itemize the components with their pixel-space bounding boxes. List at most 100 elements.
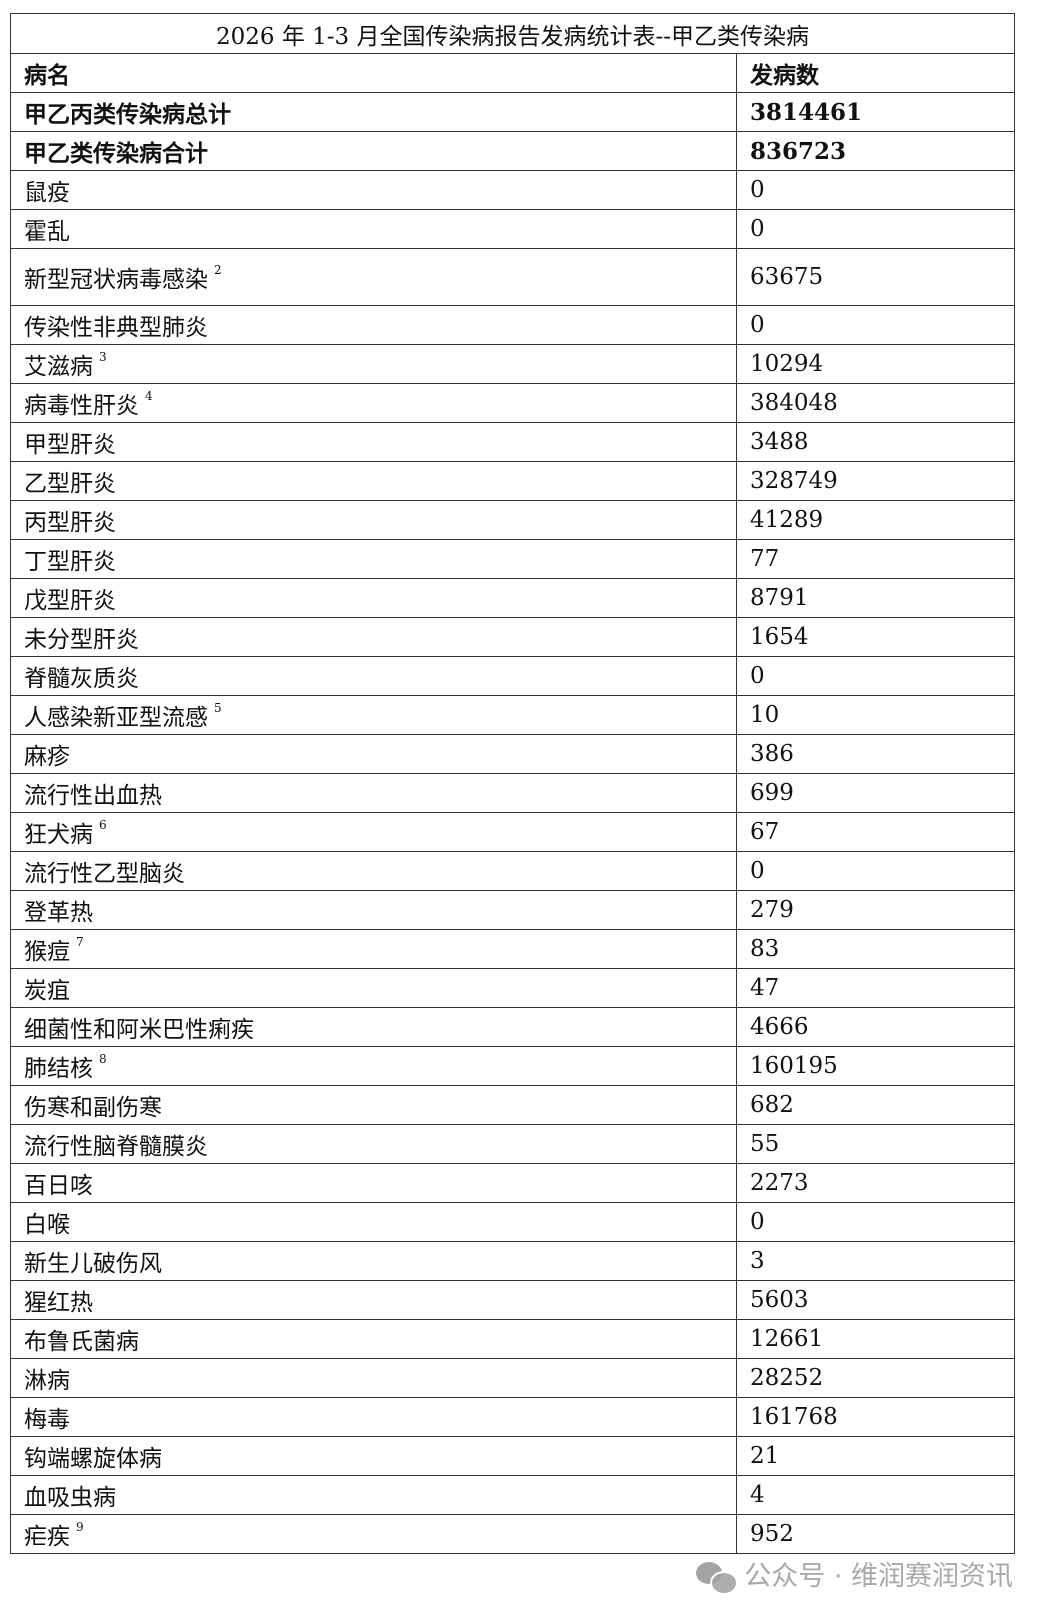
- disease-name: 伤寒和副伤寒: [24, 1095, 162, 1121]
- case-count: 952: [736, 1514, 1015, 1554]
- table-row: 艾滋病 3 10294: [10, 344, 1015, 384]
- table-row: 传染性非典型肺炎 0: [10, 305, 1015, 345]
- disease-name: 乙型肝炎: [24, 471, 116, 497]
- table-row: 流行性乙型脑炎 0: [10, 851, 1015, 891]
- disease-name: 猴痘: [24, 939, 70, 965]
- disease-name-cell: 梅毒: [10, 1397, 737, 1437]
- case-count: 328749: [736, 461, 1015, 501]
- table-row: 伤寒和副伤寒 682: [10, 1085, 1015, 1125]
- case-count: 682: [736, 1085, 1015, 1125]
- disease-name: 登革热: [24, 900, 93, 926]
- disease-name-cell: 猴痘 7: [10, 929, 737, 969]
- disease-name-cell: 传染性非典型肺炎: [10, 305, 737, 345]
- disease-name-cell: 新生儿破伤风: [10, 1241, 737, 1281]
- total-label: 甲乙丙类传染病总计: [10, 92, 737, 132]
- disease-name-cell: 流行性乙型脑炎: [10, 851, 737, 891]
- disease-name-cell: 乙型肝炎: [10, 461, 737, 501]
- case-count: 0: [736, 305, 1015, 345]
- table-row: 新型冠状病毒感染 2 63675: [10, 248, 1015, 306]
- disease-name-cell: 未分型肝炎: [10, 617, 737, 657]
- disease-name: 鼠疫: [24, 180, 70, 206]
- case-count: 0: [736, 209, 1015, 249]
- case-count: 1654: [736, 617, 1015, 657]
- header-case-count: 发病数: [736, 53, 1015, 93]
- subtotal-label: 甲乙类传染病合计: [10, 131, 737, 171]
- disease-name: 流行性出血热: [24, 783, 162, 809]
- disease-name: 传染性非典型肺炎: [24, 315, 208, 341]
- case-count: 699: [736, 773, 1015, 813]
- table-row: 炭疽 47: [10, 968, 1015, 1008]
- table-row: 布鲁氏菌病 12661: [10, 1319, 1015, 1359]
- disease-name-cell: 人感染新亚型流感 5: [10, 695, 737, 735]
- disease-name: 白喉: [24, 1212, 70, 1238]
- footnote-marker: 2: [214, 263, 222, 278]
- disease-name-cell: 肺结核 8: [10, 1046, 737, 1086]
- disease-name: 百日咳: [24, 1173, 93, 1199]
- disease-name: 流行性脑脊髓膜炎: [24, 1134, 208, 1160]
- case-count: 12661: [736, 1319, 1015, 1359]
- table-row: 淋病 28252: [10, 1358, 1015, 1398]
- disease-name: 猩红热: [24, 1290, 93, 1316]
- case-count: 10: [736, 695, 1015, 735]
- table-row: 百日咳 2273: [10, 1163, 1015, 1203]
- disease-name: 淋病: [24, 1368, 70, 1394]
- disease-name: 炭疽: [24, 978, 70, 1004]
- table-row: 戊型肝炎 8791: [10, 578, 1015, 618]
- disease-name-cell: 霍乱: [10, 209, 737, 249]
- case-count: 67: [736, 812, 1015, 852]
- disease-name: 未分型肝炎: [24, 627, 139, 653]
- table-row: 猴痘 7 83: [10, 929, 1015, 969]
- disease-name: 戊型肝炎: [24, 588, 116, 614]
- table-row: 丁型肝炎 77: [10, 539, 1015, 579]
- disease-name-cell: 甲型肝炎: [10, 422, 737, 462]
- case-count: 3488: [736, 422, 1015, 462]
- disease-name: 肺结核: [24, 1056, 93, 1082]
- case-count: 161768: [736, 1397, 1015, 1437]
- case-count: 77: [736, 539, 1015, 579]
- disease-name: 甲型肝炎: [24, 432, 116, 458]
- disease-name-cell: 新型冠状病毒感染 2: [10, 248, 737, 306]
- table-row: 钩端螺旋体病 21: [10, 1436, 1015, 1476]
- table-row: 甲型肝炎 3488: [10, 422, 1015, 462]
- table-row: 病毒性肝炎 4 384048: [10, 383, 1015, 423]
- table-row: 流行性出血热 699: [10, 773, 1015, 813]
- disease-name-cell: 疟疾 9: [10, 1514, 737, 1554]
- disease-name-cell: 流行性出血热: [10, 773, 737, 813]
- disease-name: 新型冠状病毒感染: [24, 267, 208, 293]
- disease-name: 新生儿破伤风: [24, 1251, 162, 1277]
- total-row: 甲乙丙类传染病总计 3814461: [10, 92, 1015, 132]
- table-row: 疟疾 9 952: [10, 1514, 1015, 1554]
- disease-name: 麻疹: [24, 744, 70, 770]
- table-row: 白喉 0: [10, 1202, 1015, 1242]
- case-count: 8791: [736, 578, 1015, 618]
- case-count: 21: [736, 1436, 1015, 1476]
- disease-name-cell: 炭疽: [10, 968, 737, 1008]
- disease-name: 丁型肝炎: [24, 549, 116, 575]
- footnote-marker: 8: [99, 1052, 107, 1067]
- case-count: 47: [736, 968, 1015, 1008]
- table-row: 霍乱 0: [10, 209, 1015, 249]
- disease-name: 梅毒: [24, 1407, 70, 1433]
- disease-name: 疟疾: [24, 1524, 70, 1550]
- wechat-icon: [696, 1562, 739, 1595]
- disease-name-cell: 百日咳: [10, 1163, 737, 1203]
- disease-name: 丙型肝炎: [24, 510, 116, 536]
- disease-name-cell: 钩端螺旋体病: [10, 1436, 737, 1476]
- table-row: 狂犬病 6 67: [10, 812, 1015, 852]
- disease-name-cell: 狂犬病 6: [10, 812, 737, 852]
- table-row: 肺结核 8 160195: [10, 1046, 1015, 1086]
- case-count: 55: [736, 1124, 1015, 1164]
- disease-name-cell: 白喉: [10, 1202, 737, 1242]
- table-row: 新生儿破伤风 3: [10, 1241, 1015, 1281]
- table-title: 2026 年 1-3 月全国传染病报告发病统计表--甲乙类传染病: [10, 13, 1015, 54]
- case-count: 28252: [736, 1358, 1015, 1398]
- table-row: 丙型肝炎 41289: [10, 500, 1015, 540]
- disease-name: 人感染新亚型流感: [24, 705, 208, 731]
- disease-name: 艾滋病: [24, 354, 93, 380]
- disease-name-cell: 血吸虫病: [10, 1475, 737, 1515]
- table-row: 猩红热 5603: [10, 1280, 1015, 1320]
- footnote-marker: 6: [99, 818, 107, 833]
- header-disease-name: 病名: [10, 53, 737, 93]
- disease-name-cell: 布鲁氏菌病: [10, 1319, 737, 1359]
- subtotal-row: 甲乙类传染病合计 836723: [10, 131, 1015, 171]
